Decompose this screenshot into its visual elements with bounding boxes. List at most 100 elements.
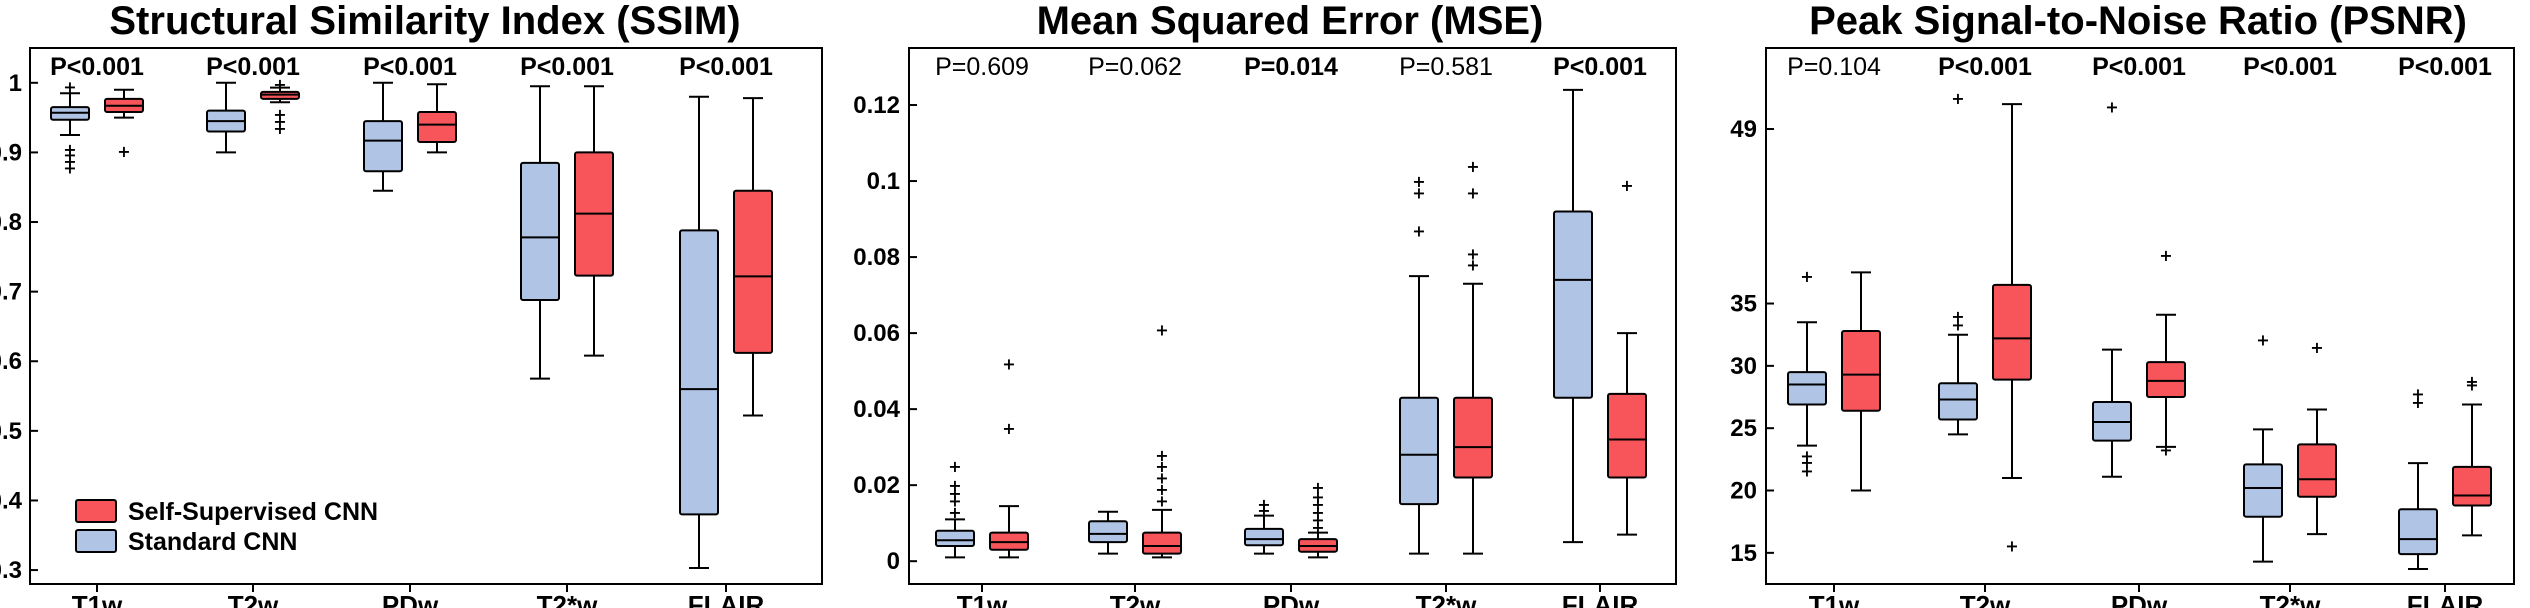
box-standard-t1w: ++++ xyxy=(1787,267,1827,481)
outlier-marker: + xyxy=(273,105,286,124)
box-standard-t2w: +++ xyxy=(1938,89,1978,436)
outlier-marker: + xyxy=(948,484,961,503)
outlier-marker: + xyxy=(1311,518,1324,537)
y-tick-label: 0 xyxy=(887,548,900,575)
box-standard-t2w xyxy=(206,81,246,154)
outlier-marker: + xyxy=(1155,491,1168,510)
chart-panel-1: Structural Similarity Index (SSIM) 0.3 0.4… xyxy=(0,0,823,608)
x-tick-label: PDw xyxy=(1263,590,1320,608)
iqr-box xyxy=(1992,283,2032,381)
outlier-marker: + xyxy=(2465,376,2478,395)
iqr-box xyxy=(679,229,719,516)
iqr-box xyxy=(1553,210,1593,399)
outlier-marker: + xyxy=(1466,183,1479,202)
x-tick-label: T2w xyxy=(228,590,279,608)
box-standard-t2starw xyxy=(520,85,560,380)
box-self-supervised-t2w: ++++ xyxy=(260,75,300,138)
outlier-marker: + xyxy=(1951,316,1964,335)
outlier-marker: + xyxy=(948,491,961,510)
box-standard-t2w xyxy=(1088,510,1128,555)
p-value-label: P<0.001 xyxy=(50,53,144,81)
outlier-marker: + xyxy=(1002,355,1015,374)
legend-item: Self-Supervised CNN xyxy=(75,498,378,526)
box-standard-flair xyxy=(1553,88,1593,544)
box-self-supervised-pdw: ++++++ xyxy=(1298,478,1338,559)
p-value-label: P=0.014 xyxy=(1244,53,1338,81)
outlier-marker: + xyxy=(1951,307,1964,326)
x-tick-label: T1w xyxy=(957,590,1008,608)
iqr-box xyxy=(1787,371,1827,406)
y-tick-label: 25 xyxy=(1730,415,1757,442)
y-tick-label: 0.4 xyxy=(0,487,23,514)
box-self-supervised-flair: + xyxy=(1607,176,1647,536)
outlier-marker: + xyxy=(1951,89,1964,108)
box-standard-pdw xyxy=(363,81,403,192)
y-tick-label: 0.06 xyxy=(853,320,900,347)
p-value-label: P=0.062 xyxy=(1088,53,1182,81)
outlier-marker: + xyxy=(1412,172,1425,191)
iqr-box xyxy=(1399,396,1439,506)
iqr-box xyxy=(2452,465,2492,507)
legend-swatch xyxy=(75,529,117,553)
x-tick-label: PDw xyxy=(2111,590,2168,608)
y-tick-label: 35 xyxy=(1730,291,1757,318)
y-tick-label: 0.6 xyxy=(0,348,22,375)
y-tick-label: 1 xyxy=(9,70,22,97)
x-tick-label: FLAIR xyxy=(2407,590,2484,608)
box-standard-pdw: ++ xyxy=(1244,495,1284,555)
p-value-label: P=0.104 xyxy=(1787,53,1881,81)
box-self-supervised-t2starw: ++++ xyxy=(1453,157,1493,555)
box-standard-flair: ++ xyxy=(2398,384,2438,571)
chart-title: Mean Squared Error (MSE) xyxy=(1037,0,1544,43)
outlier-marker: + xyxy=(948,476,961,495)
y-tick-label: 0.9 xyxy=(0,139,22,166)
y-tick-label: 20 xyxy=(1730,478,1757,505)
outlier-marker: + xyxy=(1311,503,1324,522)
box-self-supervised-pdw xyxy=(417,83,457,154)
p-value-label: P<0.001 xyxy=(2092,53,2186,81)
y-tick-label: 0.3 xyxy=(0,557,22,584)
y-tick-label: 15 xyxy=(1730,540,1757,567)
box-self-supervised-t2w: + xyxy=(1992,103,2032,555)
box-self-supervised-flair: ++ xyxy=(2452,372,2492,537)
outlier-marker: + xyxy=(2159,246,2172,265)
outlier-marker: + xyxy=(2105,98,2118,117)
chart-title: Structural Similarity Index (SSIM) xyxy=(109,0,740,43)
box-self-supervised-t2starw: + xyxy=(2297,338,2337,536)
outlier-marker: + xyxy=(273,75,286,94)
iqr-box xyxy=(733,189,773,354)
iqr-box xyxy=(2398,508,2438,556)
y-tick-label: 0.7 xyxy=(0,279,22,306)
outlier-marker: + xyxy=(2310,338,2323,357)
box-standard-pdw: + xyxy=(2092,98,2132,478)
box-standard-t1w: +++++ xyxy=(50,77,90,178)
outlier-marker: + xyxy=(948,457,961,476)
iqr-box xyxy=(1453,396,1493,479)
box-standard-t1w: +++++ xyxy=(935,457,975,559)
outlier-marker: + xyxy=(2256,331,2269,350)
legend-label: Self-Supervised CNN xyxy=(128,498,378,526)
outlier-marker: + xyxy=(63,77,76,96)
legend-item: Standard CNN xyxy=(75,528,297,556)
y-tick-label: 0.02 xyxy=(853,472,900,499)
p-value-label: P=0.609 xyxy=(935,53,1029,81)
iqr-box xyxy=(363,120,403,173)
y-tick-label: 0.5 xyxy=(0,418,22,445)
outlier-marker: + xyxy=(1412,183,1425,202)
iqr-box xyxy=(1142,531,1182,555)
y-tick-label: 49 xyxy=(1730,116,1757,143)
outlier-marker: + xyxy=(1311,488,1324,507)
box-self-supervised-flair xyxy=(733,97,773,417)
outlier-marker: + xyxy=(1800,447,1813,466)
x-tick-label: T1w xyxy=(72,590,123,608)
outlier-marker: + xyxy=(1466,256,1479,275)
outlier-marker: + xyxy=(2159,440,2172,459)
box-self-supervised-t2w: ++++++ xyxy=(1142,320,1182,559)
outlier-marker: + xyxy=(2411,393,2424,412)
box-standard-t2starw: + xyxy=(2243,331,2283,563)
iqr-box xyxy=(1841,329,1881,412)
y-tick-label: 0.04 xyxy=(853,396,900,423)
outlier-marker: + xyxy=(2005,536,2018,555)
iqr-box xyxy=(520,161,560,301)
